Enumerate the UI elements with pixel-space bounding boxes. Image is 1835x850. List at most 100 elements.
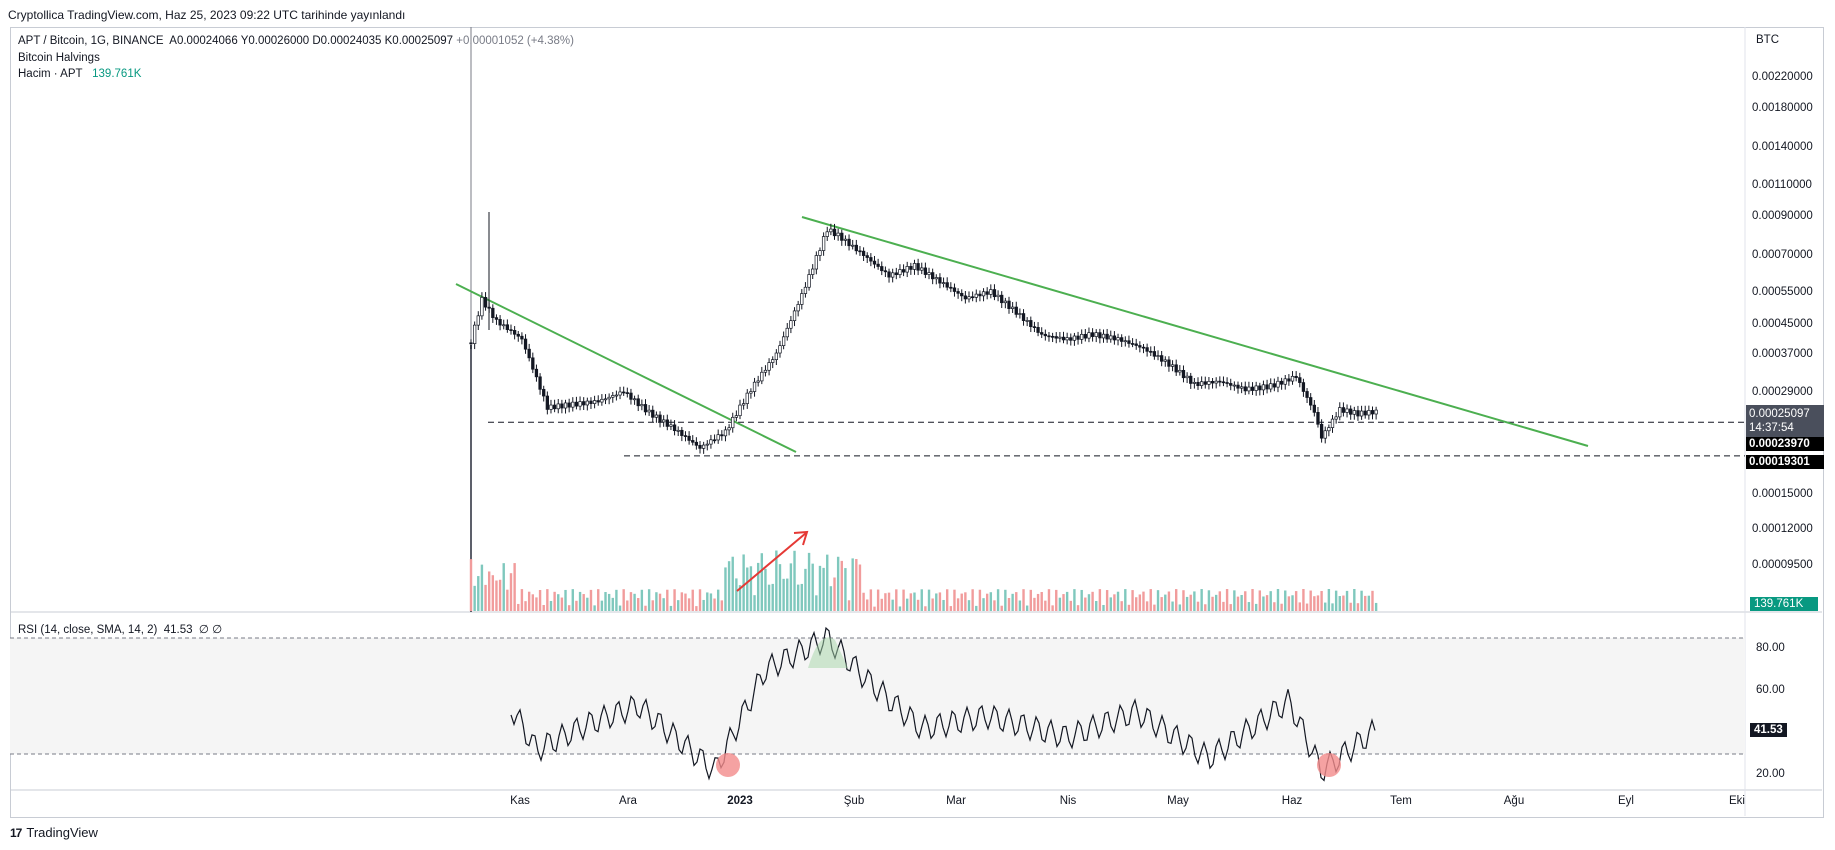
volume-bar — [844, 568, 847, 611]
volume-bar — [1276, 589, 1280, 611]
volume-bar — [996, 589, 1000, 611]
candle-body — [574, 401, 579, 407]
price-tick: 0.00220000 — [1752, 71, 1813, 84]
candle-body — [672, 424, 677, 432]
candle-body — [1334, 416, 1338, 420]
candle-body — [545, 395, 549, 410]
volume-bar — [1171, 601, 1174, 611]
volume-bar — [833, 577, 836, 611]
volume-bar — [622, 589, 625, 611]
volume-bar — [1305, 603, 1309, 611]
volume-legend[interactable]: Hacim · APT 139.761K — [18, 68, 141, 80]
volume-bar — [1124, 589, 1127, 611]
candle-body — [603, 398, 608, 401]
candle-body — [1269, 383, 1273, 390]
halvings-indicator[interactable]: Bitcoin Halvings — [18, 52, 100, 64]
legend-symbol-row: APT / Bitcoin, 1G, BINANCE A0.00024066 Y… — [18, 35, 574, 47]
price-tick: 0.00110000 — [1752, 178, 1812, 191]
volume-bar — [1287, 596, 1291, 611]
price-tick: 0.00140000 — [1752, 141, 1813, 154]
candle-body — [1170, 364, 1175, 367]
candle-body — [731, 416, 735, 429]
candle-body — [851, 244, 855, 247]
candle-body — [680, 429, 684, 436]
volume-bar — [1229, 604, 1232, 611]
close-value: K0.00025097 — [384, 35, 454, 47]
candle-body — [571, 401, 575, 408]
volume-bar — [1091, 591, 1094, 611]
candle-body — [811, 268, 815, 275]
volume-bar — [1211, 596, 1214, 611]
volume-bar — [1262, 596, 1265, 611]
candle-body — [1327, 427, 1331, 432]
volume-bar — [1353, 589, 1356, 611]
symbol-label[interactable]: APT / Bitcoin, 1G, BINANCE — [18, 35, 164, 47]
candle-body — [1229, 383, 1233, 386]
candle-body — [578, 401, 582, 407]
volume-bar — [706, 592, 709, 611]
volume-bar — [1135, 597, 1138, 611]
price-tick: 0.00070000 — [1752, 248, 1813, 261]
time-label-sub: Şub — [843, 795, 865, 807]
candle-body — [1178, 369, 1182, 373]
candle-body — [629, 392, 633, 400]
candle-body — [687, 435, 691, 441]
candle-body — [869, 257, 873, 262]
volume-bar — [935, 593, 938, 611]
volume-bar — [1022, 589, 1025, 611]
candle-body — [1359, 410, 1364, 417]
candle-body — [1305, 391, 1309, 398]
candle-body — [1083, 333, 1087, 339]
candle-body — [825, 231, 829, 237]
volume-bar — [586, 597, 589, 611]
volume-bar — [1138, 594, 1142, 611]
volume-bar — [891, 599, 894, 611]
volume-bar — [1055, 589, 1058, 611]
candle-body — [498, 319, 502, 326]
candle-body — [1130, 343, 1135, 345]
candle-body — [1185, 375, 1189, 379]
volume-bar — [1167, 591, 1171, 611]
candle-body — [636, 398, 640, 407]
candle-body — [480, 297, 484, 317]
rsi-legend[interactable]: RSI (14, close, SMA, 14, 2) 41.53 ∅ ∅ — [18, 622, 222, 636]
candle-body — [800, 293, 804, 305]
candle-body — [792, 310, 797, 321]
volume-bar — [851, 558, 854, 611]
volume-bar — [546, 589, 549, 611]
volume-bar — [804, 568, 807, 611]
volume-bar — [542, 605, 545, 611]
volume-bar — [1029, 589, 1032, 611]
candle-body — [956, 291, 960, 294]
price-tick: 0.00029000 — [1752, 385, 1813, 398]
volume-bar — [1127, 604, 1131, 611]
candle-body — [767, 362, 771, 371]
volume-bar — [1345, 590, 1349, 611]
volume-label: Hacim · APT — [18, 68, 83, 80]
candle-body — [1352, 410, 1356, 415]
brand-name: TradingView — [26, 825, 98, 840]
candle-body — [527, 348, 531, 359]
time-label-eyl: Eyl — [1618, 795, 1634, 807]
candle-body — [818, 250, 822, 256]
volume-bar — [1360, 590, 1363, 611]
volume-bar — [1349, 602, 1352, 611]
candle-body — [720, 434, 724, 437]
price-tick: 0.00015000 — [1752, 488, 1813, 500]
footer-brand[interactable]: 17 TradingView — [10, 825, 98, 840]
volume-bar — [513, 563, 516, 611]
candle-body — [1167, 359, 1171, 367]
candle-body — [589, 400, 593, 404]
volume-bar — [677, 600, 680, 611]
candle-body — [549, 404, 553, 410]
volume-bar — [517, 603, 520, 611]
volume-bar — [1080, 589, 1083, 611]
candle-body — [483, 297, 488, 308]
candle-body — [981, 291, 986, 297]
candle-body — [789, 320, 793, 329]
candle-body — [771, 359, 775, 363]
candle-body — [701, 444, 706, 449]
volume-bar — [597, 589, 600, 611]
candle-body — [1341, 407, 1346, 413]
